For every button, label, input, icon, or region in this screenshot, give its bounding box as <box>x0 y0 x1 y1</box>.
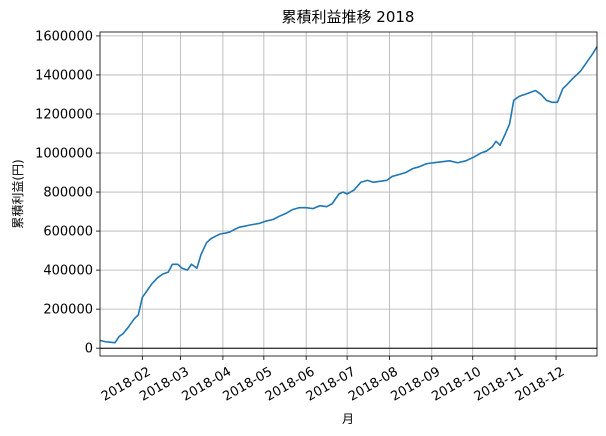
chart-title: 累積利益推移 2018 <box>282 8 415 26</box>
y-tick-label: 0 <box>85 342 93 357</box>
y-tick-label: 800000 <box>43 186 93 201</box>
series-line <box>99 46 598 344</box>
x-tick-layer: 2018-022018-032018-042018-052018-062018-… <box>99 356 567 405</box>
y-tick-label: 1000000 <box>35 147 93 162</box>
grid-layer <box>100 32 597 356</box>
x-axis-label: 月 <box>342 412 354 426</box>
series-layer <box>99 46 598 344</box>
y-tick-label: 1200000 <box>35 107 93 122</box>
y-tick-label: 400000 <box>43 264 93 279</box>
y-tick-layer: 0 200000 400000 600000 800000 1000000 1200000 1… <box>35 29 100 357</box>
y-tick-label: 600000 <box>43 225 93 240</box>
y-tick-label: 1400000 <box>35 68 93 83</box>
y-tick-label: 1600000 <box>35 29 93 44</box>
y-axis-label: 累積利益(円) <box>10 159 25 228</box>
plot-frame <box>99 31 598 357</box>
y-tick-label: 200000 <box>43 303 93 318</box>
